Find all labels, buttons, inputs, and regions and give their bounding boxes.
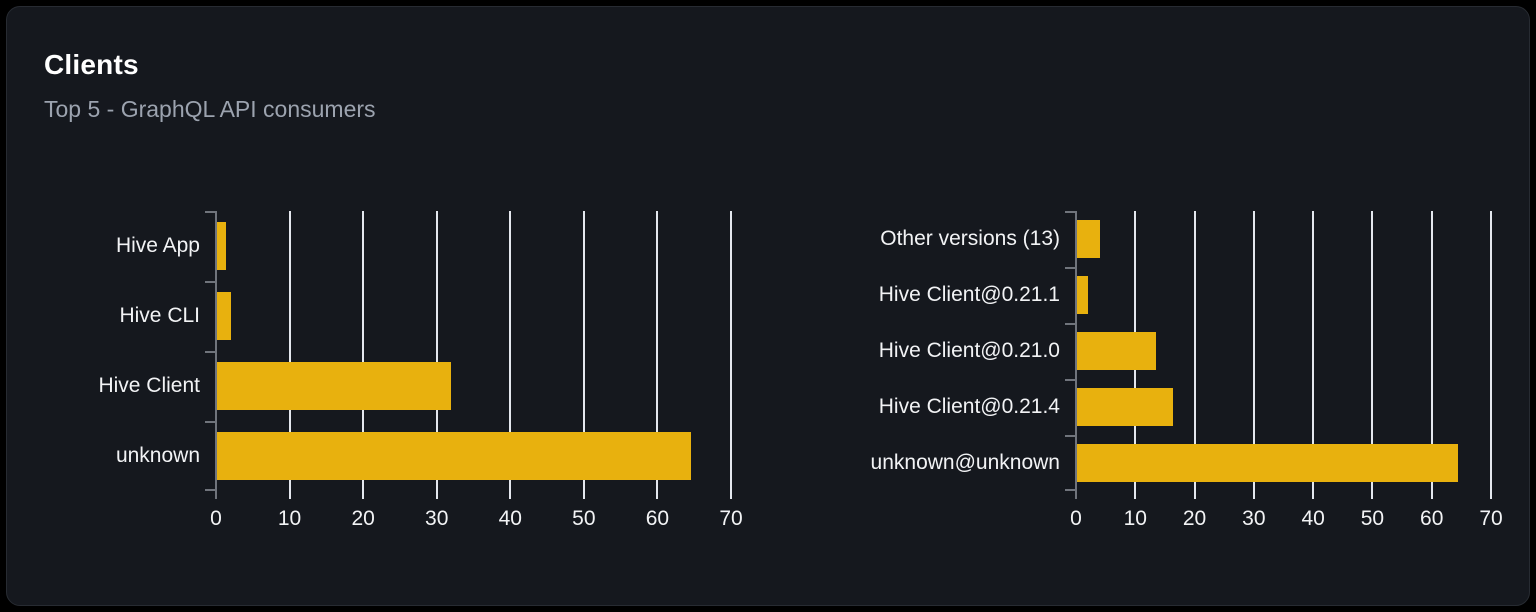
gridline [1193,211,1196,499]
gridline [730,211,732,499]
x-axis-tick-label: 20 [1182,507,1207,530]
x-axis-tick-label: 0 [210,507,222,530]
gridline [1252,211,1255,499]
category-label: unknown@unknown [870,451,1060,474]
y-axis-tick [1065,267,1076,269]
x-axis-tick-label: 10 [277,507,302,530]
x-axis-tick [215,491,217,499]
bar[interactable] [216,362,452,410]
clients-card: Clients Top 5 - GraphQL API consumers 0 1… [6,6,1530,606]
x-axis-tick-label: 60 [1420,507,1444,530]
card-title: Clients [44,49,139,80]
gridline [1430,211,1433,499]
bar[interactable] [1076,276,1088,314]
bar[interactable] [1076,220,1100,258]
category-label: Hive Client [98,374,200,397]
y-axis-tick [1065,435,1076,437]
y-axis-tick [1065,323,1076,325]
y-axis-tick [205,421,216,423]
gridline [362,211,365,499]
x-axis-tick-label: 50 [572,507,596,530]
x-axis-tick [1075,491,1077,499]
x-axis-tick-label: 50 [1360,507,1385,530]
gridline [509,211,512,499]
x-axis-tick-label: 40 [1301,507,1325,530]
y-axis-tick [1065,379,1076,381]
y-axis-tick [1065,211,1076,213]
y-axis-line [215,211,217,491]
x-axis-tick-label: 30 [1242,507,1266,530]
x-axis-tick-label: 20 [351,507,375,530]
bar[interactable] [1076,388,1173,426]
x-axis-tick-label: 0 [1070,507,1082,530]
gridline [435,211,438,499]
y-axis-tick [1065,489,1076,491]
category-label: Hive App [115,234,200,257]
category-label: unknown [115,444,200,467]
x-axis-tick-label: 60 [645,507,670,530]
clients-by-name-chart: 0 10 20 30 40 50 60 70 Hive App Hive CLI Hive Clie… [98,211,743,530]
x-axis-tick-label: 30 [425,507,449,530]
category-label: Hive Client@0.21.1 [878,283,1060,306]
category-label: Hive Client@0.21.0 [878,339,1060,362]
gridline [1371,211,1374,499]
gridline [582,211,585,499]
x-axis-tick-label: 70 [719,507,743,530]
bar[interactable] [216,292,231,340]
x-axis-tick-label: 70 [1479,507,1503,530]
card-subtitle: Top 5 - GraphQL API consumers [44,96,376,122]
gridline [1490,211,1492,499]
y-axis-tick [205,281,216,283]
category-label: Hive CLI [119,304,200,327]
y-axis-tick [205,489,216,491]
y-axis-tick [205,211,216,213]
y-axis-tick [205,351,216,353]
category-label: Other versions (13) [880,227,1060,250]
y-axis-line [1075,211,1077,491]
bar[interactable] [1076,332,1157,370]
bar[interactable] [216,432,691,480]
bar[interactable] [216,222,227,270]
gridline [1312,211,1315,499]
x-axis-tick-label: 10 [1123,507,1147,530]
gridline [288,211,291,499]
gridline [656,211,659,499]
x-axis-tick-label: 40 [498,507,522,530]
clients-by-version-chart: 0 10 20 30 40 50 60 70 Other versions (13) Hive C… [871,211,1503,530]
bar[interactable] [1076,444,1459,482]
category-label: Hive Client@0.21.4 [878,395,1060,418]
